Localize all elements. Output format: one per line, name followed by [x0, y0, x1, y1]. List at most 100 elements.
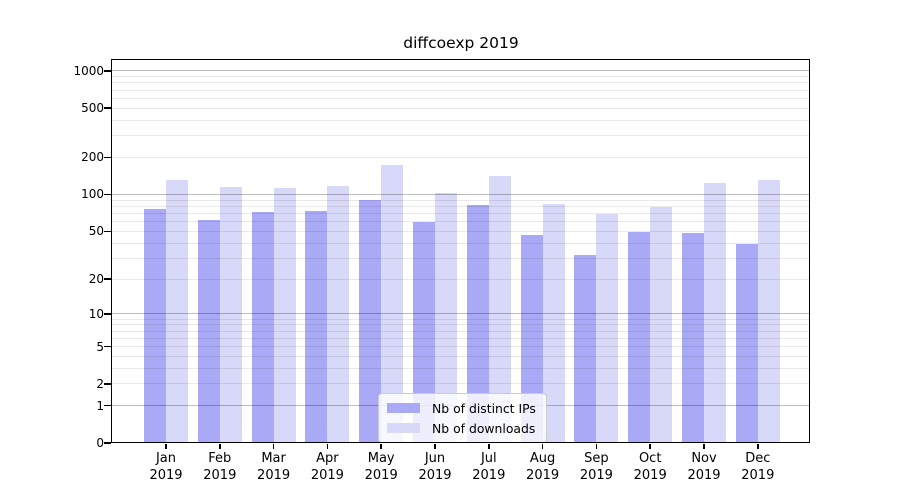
bar-ips-apr	[305, 211, 328, 443]
minor-gridline-30	[112, 257, 810, 259]
bar-downloads-dec	[757, 180, 780, 443]
bar-ips-may	[359, 200, 382, 443]
y-tick-label-1: 1	[96, 398, 104, 413]
minor-gridline-400	[112, 119, 810, 121]
y-tick-mark-50	[104, 230, 111, 232]
legend-label-downloads: Nb of downloads	[432, 420, 536, 436]
y-tick-mark-5	[104, 345, 111, 348]
x-tick-label-jul: Jul 2019	[472, 451, 506, 483]
bar-ips-sep	[574, 254, 597, 443]
legend-swatch-distinct-ips	[387, 402, 420, 414]
bar-ips-jan	[144, 209, 166, 443]
minor-gridline-600	[112, 97, 810, 99]
x-tick-label-sep: Sep 2019	[579, 451, 613, 483]
minor-gridline-900	[112, 76, 810, 78]
y-tick-mark-2	[104, 383, 111, 385]
y-tick-label-10: 10	[88, 306, 104, 321]
bar-downloads-apr	[327, 186, 350, 443]
x-tick-mark-jun	[434, 443, 436, 449]
minor-gridline-700	[112, 89, 810, 91]
x-tick-label-nov: Nov 2019	[687, 451, 721, 483]
minor-gridline-80	[112, 205, 810, 207]
y-tick-mark-20	[104, 278, 111, 280]
x-tick-mark-jul	[488, 443, 490, 449]
x-tick-mark-aug	[541, 443, 544, 449]
bar-downloads-jun	[435, 192, 457, 443]
bar-ips-dec	[735, 244, 758, 443]
grid-layer	[112, 60, 810, 443]
x-tick-label-aug: Aug 2019	[526, 451, 560, 483]
bar-ips-jun	[413, 221, 435, 443]
minor-gridline-7	[112, 330, 810, 332]
x-tick-mark-sep	[595, 443, 598, 449]
y-tick-label-200: 200	[81, 150, 104, 165]
minor-gridline-200	[112, 156, 810, 158]
bar-downloads-jan	[166, 180, 188, 443]
bar-downloads-nov	[704, 182, 726, 443]
y-tick-label-1000: 1000	[73, 63, 104, 78]
legend: Nb of distinct IPs Nb of downloads	[378, 393, 547, 443]
minor-gridline-500	[112, 107, 810, 109]
legend-item-downloads: Nb of downloads	[387, 418, 536, 438]
y-tick-label-20: 20	[88, 272, 104, 287]
x-tick-mark-nov	[703, 443, 705, 449]
x-tick-label-oct: Oct 2019	[633, 451, 667, 483]
x-tick-label-apr: Apr 2019	[310, 451, 344, 483]
x-tick-mark-may	[380, 443, 382, 449]
x-tick-mark-apr	[326, 443, 329, 449]
minor-gridline-6	[112, 337, 810, 339]
y-tick-label-500: 500	[81, 101, 104, 116]
bar-ips-aug	[520, 234, 543, 443]
y-tick-mark-100	[104, 193, 111, 196]
minor-gridline-40	[112, 242, 810, 244]
minor-gridline-90	[112, 199, 810, 201]
x-tick-label-may: May 2019	[364, 451, 398, 483]
chart-title: diffcoexp 2019	[403, 34, 519, 52]
x-tick-mark-dec	[757, 443, 759, 449]
bar-downloads-feb	[219, 187, 242, 443]
y-tick-mark-500	[104, 107, 111, 109]
y-tick-mark-1000	[104, 70, 111, 72]
bar-ips-mar	[251, 211, 274, 443]
legend-label-distinct-ips: Nb of distinct IPs	[432, 400, 536, 416]
minor-gridline-50	[112, 230, 810, 232]
minor-gridline-20	[112, 278, 810, 280]
x-tick-label-dec: Dec 2019	[741, 451, 775, 483]
bar-downloads-may	[381, 164, 404, 443]
minor-gridline-4	[112, 355, 810, 357]
x-tick-mark-mar	[272, 443, 275, 449]
bar-downloads-sep	[596, 214, 619, 443]
legend-item-distinct-ips: Nb of distinct IPs	[387, 398, 536, 418]
minor-gridline-8	[112, 324, 810, 326]
y-tick-label-0: 0	[96, 436, 104, 450]
x-tick-mark-oct	[649, 443, 651, 449]
y-tick-label-50: 50	[88, 224, 104, 239]
y-tick-mark-10	[104, 313, 111, 315]
minor-gridline-300	[112, 135, 810, 137]
minor-gridline-800	[112, 82, 810, 84]
y-tick-mark-1	[104, 404, 111, 407]
x-tick-label-mar: Mar 2019	[257, 451, 291, 483]
x-tick-label-jun: Jun 2019	[418, 451, 452, 483]
bar-downloads-mar	[273, 187, 296, 443]
x-tick-label-jan: Jan 2019	[149, 451, 183, 483]
y-tick-label-2: 2	[96, 376, 104, 391]
major-gridline-100	[112, 193, 810, 195]
minor-gridline-2	[112, 383, 810, 385]
legend-swatch-downloads	[387, 422, 420, 434]
x-tick-mark-jan	[165, 443, 167, 449]
x-tick-label-feb: Feb 2019	[203, 451, 237, 483]
minor-gridline-3	[112, 367, 810, 369]
major-gridline-1000	[112, 70, 810, 72]
minor-gridline-9	[112, 318, 810, 320]
bar-ips-oct	[628, 232, 651, 443]
minor-gridline-5	[112, 346, 810, 347]
y-tick-label-5: 5	[96, 339, 104, 354]
y-tick-mark-0	[104, 442, 111, 444]
minor-gridline-70	[112, 212, 810, 214]
plot-area: Nb of distinct IPs Nb of downloads	[112, 60, 810, 443]
minor-gridline-60	[112, 221, 810, 223]
y-tick-mark-200	[104, 156, 111, 159]
major-gridline-10	[112, 313, 810, 315]
